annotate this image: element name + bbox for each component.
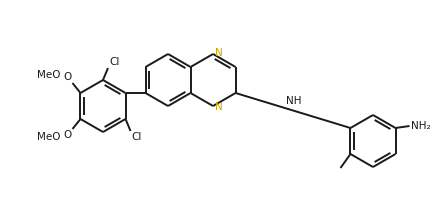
Text: MeO: MeO	[37, 132, 61, 142]
Text: N: N	[215, 48, 223, 58]
Text: MeO: MeO	[37, 70, 61, 80]
Text: NH₂: NH₂	[411, 121, 430, 131]
Text: Cl: Cl	[132, 132, 142, 142]
Text: O: O	[63, 130, 72, 140]
Text: Cl: Cl	[109, 57, 119, 67]
Text: NH: NH	[286, 95, 302, 106]
Text: O: O	[63, 72, 72, 82]
Text: N: N	[215, 102, 223, 112]
